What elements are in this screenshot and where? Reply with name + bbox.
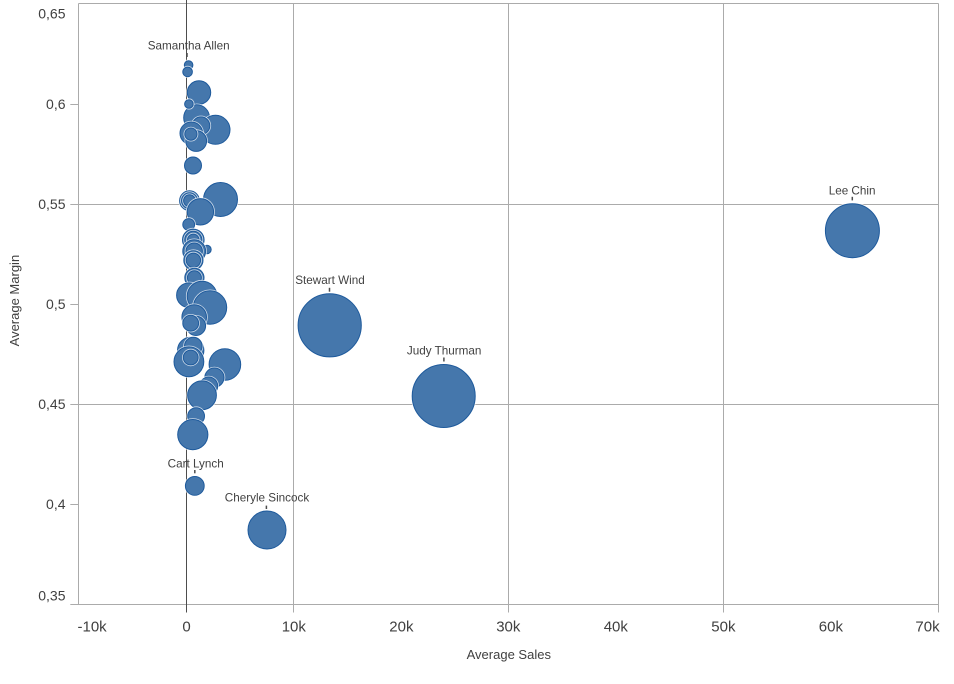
svg-text:40k: 40k: [604, 619, 629, 636]
svg-text:Average Sales: Average Sales: [467, 647, 552, 662]
svg-text:50k: 50k: [711, 619, 736, 636]
svg-text:0,55: 0,55: [38, 196, 65, 212]
svg-text:30k: 30k: [496, 619, 521, 636]
svg-text:Average Margin: Average Margin: [7, 255, 22, 347]
svg-text:10k: 10k: [282, 619, 307, 636]
svg-text:Samantha Allen: Samantha Allen: [148, 40, 230, 53]
svg-text:0,65: 0,65: [38, 6, 65, 22]
svg-text:Cheryle Sincock: Cheryle Sincock: [225, 491, 310, 504]
svg-text:-10k: -10k: [78, 619, 108, 636]
svg-text:20k: 20k: [389, 619, 414, 636]
svg-text:70k: 70k: [915, 619, 940, 636]
svg-text:60k: 60k: [819, 619, 844, 636]
svg-text:Lee Chin: Lee Chin: [829, 185, 876, 198]
svg-text:Stewart Wind: Stewart Wind: [295, 274, 365, 287]
svg-text:0,6: 0,6: [46, 96, 66, 112]
svg-text:Cart Lynch: Cart Lynch: [168, 457, 224, 470]
svg-text:0,4: 0,4: [46, 496, 66, 512]
svg-text:0: 0: [182, 619, 190, 636]
svg-text:Judy Thurman: Judy Thurman: [407, 345, 482, 358]
svg-text:0,5: 0,5: [46, 296, 66, 312]
svg-text:0,35: 0,35: [38, 588, 65, 604]
svg-text:0,45: 0,45: [38, 396, 65, 412]
